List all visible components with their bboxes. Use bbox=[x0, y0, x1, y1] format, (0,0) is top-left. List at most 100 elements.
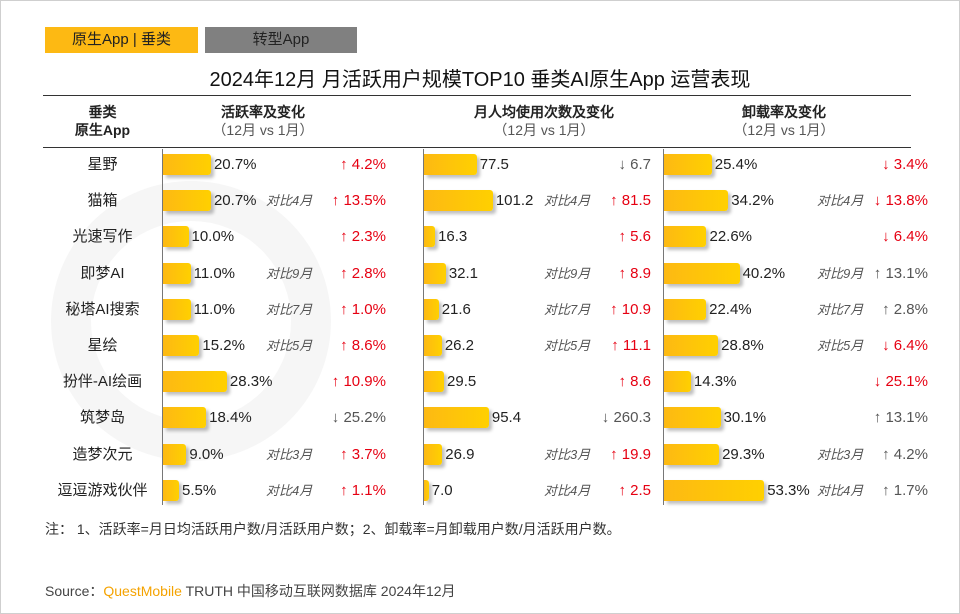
active-compare-note: 对比4月 bbox=[266, 482, 313, 498]
arrow-down-icon: ↓ bbox=[331, 409, 340, 427]
header-subtitle: （12月 vs 1月） bbox=[212, 122, 314, 138]
app-name: 光速写作 bbox=[72, 228, 133, 246]
arrow-up-icon: ↑ bbox=[340, 300, 348, 318]
arrow-down-icon: ↓ bbox=[882, 337, 890, 354]
arrow-up-icon: ↑ bbox=[610, 300, 618, 318]
usage-change: ↑ 19.9 bbox=[561, 437, 651, 473]
active-change-value: 4.2% bbox=[351, 156, 386, 173]
header-usage: 月人均使用次数及变化 （12月 vs 1月） bbox=[424, 103, 664, 139]
uninstall-change-value: 13.1% bbox=[885, 264, 928, 282]
active-compare-note: 对比7月 bbox=[266, 301, 313, 317]
uninstall-change: ↓ 6.4% bbox=[838, 219, 928, 255]
active-change: ↑ 2.8% bbox=[296, 256, 386, 292]
uninstall-change: ↓ 3.4% bbox=[838, 147, 928, 183]
arrow-up-icon: ↑ bbox=[618, 228, 626, 246]
usage-change: ↓ 260.3 bbox=[561, 400, 651, 436]
usage-change-value: 11.1 bbox=[622, 337, 651, 354]
header-app-line2: 原生App bbox=[74, 122, 131, 138]
usage-bar bbox=[424, 262, 446, 284]
usage-bar bbox=[424, 443, 443, 465]
uninstall-value: 25.4% bbox=[714, 156, 758, 173]
active-bar bbox=[163, 262, 191, 284]
uninstall-change: ↓ 13.8% bbox=[838, 183, 928, 219]
uninstall-bar bbox=[664, 298, 707, 320]
usage-bar bbox=[424, 298, 439, 320]
app-name: 即梦AI bbox=[80, 264, 125, 282]
active-value: 9.0% bbox=[189, 445, 224, 463]
uninstall-value: 30.1% bbox=[723, 409, 767, 427]
active-change: ↑ 3.7% bbox=[296, 437, 386, 473]
app-name: 星野 bbox=[87, 156, 118, 173]
uninstall-change-value: 3.4% bbox=[893, 156, 928, 173]
arrow-up-icon: ↑ bbox=[882, 300, 890, 318]
usage-change: ↓ 6.7 bbox=[561, 147, 651, 183]
uninstall-change-value: 6.4% bbox=[893, 337, 928, 354]
uninstall-value: 14.3% bbox=[693, 373, 737, 391]
active-compare-note: 对比9月 bbox=[266, 265, 313, 281]
chart-title: 2024年12月 月活跃用户规模TOP10 垂类AI原生App 运营表现 bbox=[209, 69, 751, 91]
active-change: ↓ 25.2% bbox=[296, 400, 386, 436]
uninstall-change: ↑ 4.2% bbox=[838, 437, 928, 473]
app-name: 逗逗游戏伙伴 bbox=[57, 481, 148, 499]
header-bottom-rule bbox=[43, 147, 911, 148]
active-change: ↑ 10.9% bbox=[296, 364, 386, 400]
table-row: 筑梦岛 18.4% ↓ 25.2% 95.4 ↓ 260.3 30.1% ↑ 13.1% bbox=[43, 400, 933, 436]
source-brand: QuestMobile bbox=[103, 583, 182, 599]
header-top-rule bbox=[43, 95, 911, 96]
usage-change-value: 8.6 bbox=[630, 373, 651, 391]
active-bar bbox=[163, 298, 191, 320]
uninstall-bar bbox=[664, 371, 691, 393]
uninstall-compare-note: 对比4月 bbox=[817, 482, 864, 498]
usage-bar bbox=[424, 335, 442, 356]
usage-change: ↑ 8.9 bbox=[561, 256, 651, 292]
app-name: 造梦次元 bbox=[72, 445, 133, 463]
usage-change-value: 2.5 bbox=[630, 481, 651, 499]
active-change-value: 25.2% bbox=[343, 409, 386, 427]
table-row: 逗逗游戏伙伴 5.5% 对比4月 ↑ 1.1% 7.0 对比4月 ↑ 2.5 53.3% 对比4… bbox=[43, 473, 933, 509]
usage-compare-note: 对比3月 bbox=[544, 446, 591, 462]
uninstall-compare-note: 对比4月 bbox=[817, 193, 864, 209]
app-name: 筑梦岛 bbox=[79, 409, 125, 427]
uninstall-value: 28.8% bbox=[721, 337, 764, 354]
uninstall-value: 22.4% bbox=[709, 300, 752, 318]
active-bar bbox=[163, 190, 211, 212]
active-change-value: 1.0% bbox=[351, 300, 386, 318]
arrow-up-icon: ↑ bbox=[618, 264, 626, 282]
usage-compare-note: 对比4月 bbox=[544, 193, 591, 209]
usage-change: ↑ 81.5 bbox=[561, 183, 651, 219]
table-row: 秘塔AI搜索 11.0% 对比7月 ↑ 1.0% 21.6 对比7月 ↑ 10.9 22.4%… bbox=[43, 292, 933, 328]
uninstall-change-value: 13.8% bbox=[885, 192, 928, 210]
usage-value: 7.0 bbox=[431, 481, 453, 499]
usage-bar bbox=[424, 226, 436, 248]
active-bar bbox=[163, 154, 211, 175]
tab-transformed-app[interactable]: 转型App bbox=[205, 27, 357, 53]
uninstall-change: ↓ 25.1% bbox=[838, 364, 928, 400]
active-change-value: 13.5% bbox=[343, 192, 386, 210]
uninstall-change-value: 1.7% bbox=[893, 481, 928, 499]
uninstall-value: 34.2% bbox=[731, 192, 774, 210]
arrow-up-icon: ↑ bbox=[340, 156, 348, 173]
active-change-value: 1.1% bbox=[351, 481, 386, 499]
active-compare-note: 对比4月 bbox=[266, 193, 313, 209]
uninstall-compare-note: 对比3月 bbox=[817, 446, 864, 462]
header-subtitle: （12月 vs 1月） bbox=[493, 122, 595, 138]
tab-native-vertical-app[interactable]: 原生App | 垂类 bbox=[45, 27, 198, 53]
active-change-value: 2.3% bbox=[351, 228, 386, 246]
usage-change: ↑ 8.6 bbox=[561, 364, 651, 400]
table-row: 猫箱 20.7% 对比4月 ↑ 13.5% 101.2 对比4月 ↑ 81.5 34.2% 对比… bbox=[43, 183, 933, 219]
usage-value: 26.9 bbox=[445, 445, 475, 463]
arrow-up-icon: ↑ bbox=[331, 192, 340, 210]
uninstall-change-value: 2.8% bbox=[893, 300, 928, 318]
column-divider bbox=[663, 149, 664, 505]
active-bar bbox=[163, 335, 200, 356]
source-line: Source：QuestMobile TRUTH 中国移动互联网数据库 2024… bbox=[45, 581, 456, 601]
uninstall-change: ↑ 2.8% bbox=[838, 292, 928, 328]
usage-compare-note: 对比9月 bbox=[544, 265, 591, 281]
usage-bar bbox=[424, 407, 489, 429]
active-value: 18.4% bbox=[209, 409, 252, 427]
active-value: 11.0% bbox=[193, 300, 236, 318]
arrow-up-icon: ↑ bbox=[610, 445, 618, 463]
uninstall-value: 22.6% bbox=[709, 228, 753, 246]
active-change: ↑ 13.5% bbox=[296, 183, 386, 219]
